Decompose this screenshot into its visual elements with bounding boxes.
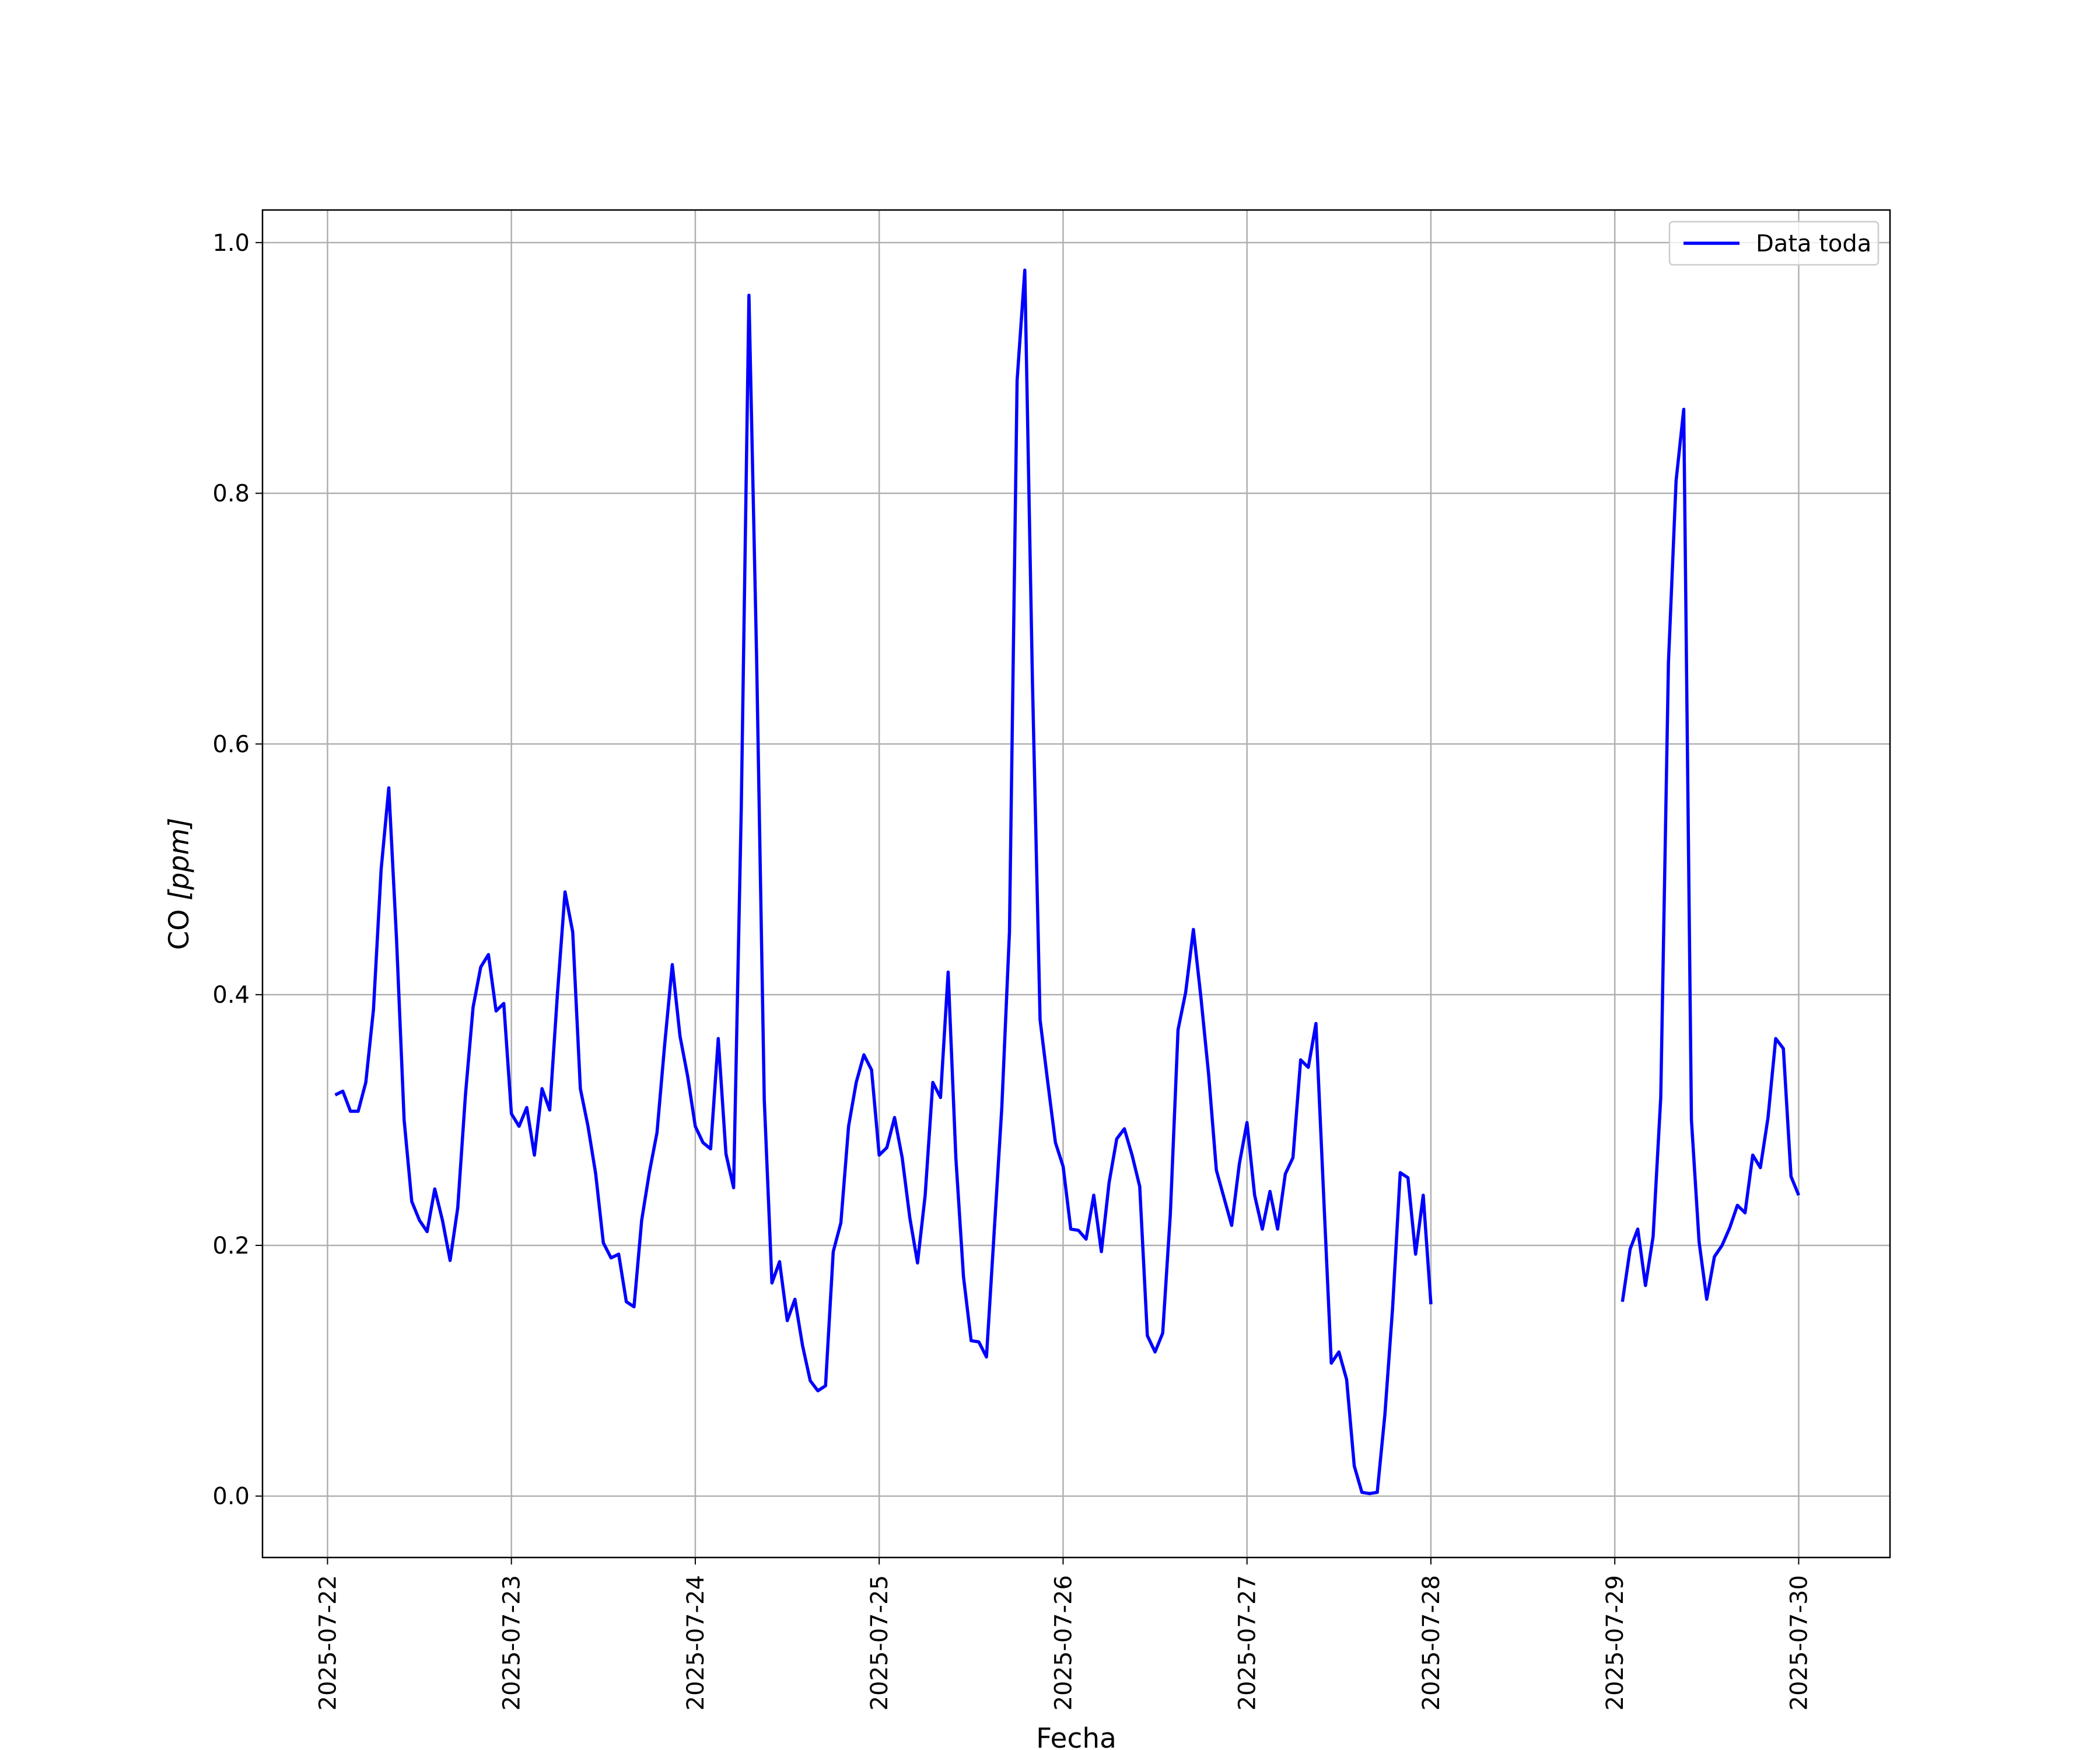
- plot-area-background: [262, 210, 1890, 1558]
- x-axis-ticks: 2025-07-22 2025-07-23 2025-07-24 2025-07-25…: [314, 1558, 1812, 1710]
- x-tick-label-1: 2025-07-23: [499, 1575, 526, 1710]
- x-tick-label-7: 2025-07-29: [1602, 1575, 1629, 1710]
- x-tick-label-2: 2025-07-24: [682, 1575, 709, 1710]
- y-tick-label-3: 0.6: [212, 731, 250, 758]
- y-gridlines: [262, 242, 1890, 1497]
- x-tick-label-4: 2025-07-26: [1050, 1575, 1077, 1710]
- legend-box: [1668, 220, 1880, 266]
- x-tick-label-5: 2025-07-27: [1234, 1575, 1261, 1710]
- x-tick-label-6: 2025-07-28: [1418, 1575, 1445, 1710]
- series-layer: [334, 268, 1801, 1496]
- legend: Data toda: [1668, 220, 1880, 266]
- x-gridlines: [327, 210, 1800, 1558]
- plot-frame: [261, 209, 1891, 1559]
- y-tick-label-5: 1.0: [212, 230, 250, 257]
- x-tick-label-3: 2025-07-25: [866, 1575, 893, 1710]
- y-tick-label-0: 0.0: [212, 1483, 250, 1510]
- series-0-line-segment-1: [1620, 407, 1801, 1302]
- y-tick-label-1: 0.2: [212, 1233, 250, 1259]
- legend-label: Data toda: [1756, 230, 1871, 257]
- y-axis-label-unit: [ppm]: [163, 818, 195, 901]
- y-tick-label-2: 0.4: [212, 982, 250, 1009]
- y-axis-ticks: 0.0 0.2 0.4 0.6 0.8 1.0: [212, 230, 262, 1510]
- x-axis-label: Fecha: [1036, 1723, 1116, 1750]
- x-tick-label-8: 2025-07-30: [1786, 1575, 1812, 1710]
- y-tick-label-4: 0.8: [212, 481, 250, 508]
- series-0-line-segment-0: [334, 268, 1433, 1496]
- y-axis-label-main: CO: [163, 901, 195, 950]
- y-axis-label: CO [ppm]: [163, 818, 195, 950]
- x-tick-label-0: 2025-07-22: [314, 1575, 341, 1710]
